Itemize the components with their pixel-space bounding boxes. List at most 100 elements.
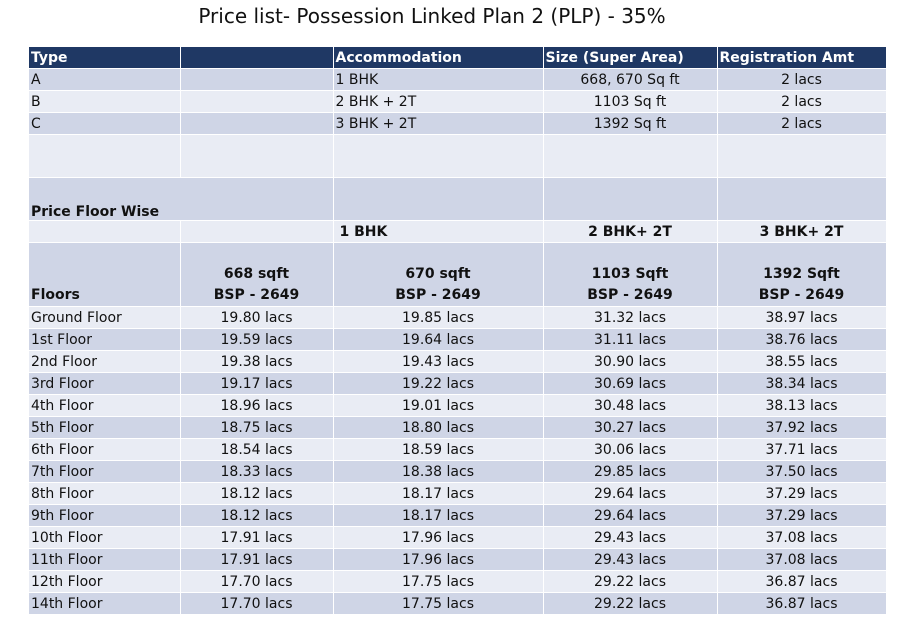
floor-price-row: 12th Floor 17.70 lacs 17.75 lacs 29.22 lacs… bbox=[29, 570, 887, 593]
price-cell: 30.48 lacs bbox=[543, 394, 718, 417]
floor-price-row: 14th Floor 17.70 lacs 17.75 lacs 29.22 lacs… bbox=[29, 592, 887, 614]
type-cell: B bbox=[29, 90, 181, 113]
price-cell: 38.97 lacs bbox=[717, 306, 887, 329]
price-cell: 29.43 lacs bbox=[543, 526, 718, 549]
price-cell: 29.22 lacs bbox=[543, 570, 718, 593]
header-registration: Registration Amt bbox=[717, 47, 887, 69]
column-size: 1103 Sqft bbox=[591, 266, 669, 282]
price-cell: 18.12 lacs bbox=[180, 504, 334, 527]
price-cell: 19.85 lacs bbox=[333, 306, 544, 329]
price-cell: 30.06 lacs bbox=[543, 438, 718, 461]
floor-name-cell: 12th Floor bbox=[29, 570, 181, 593]
floor-rows: Ground Floor 19.80 lacs 19.85 lacs 31.32 la… bbox=[29, 306, 887, 614]
column-bsp: BSP - 2649 bbox=[395, 287, 481, 303]
price-cell: 18.33 lacs bbox=[180, 460, 334, 483]
floor-price-row: 9th Floor 18.12 lacs 18.17 lacs 29.64 lacs 3… bbox=[29, 504, 887, 527]
unit-types-row: 1 BHK 2 BHK+ 2T 3 BHK+ 2T bbox=[29, 220, 887, 243]
blank-cell bbox=[180, 112, 334, 135]
type-row: A 1 BHK 668, 670 Sq ft 2 lacs bbox=[29, 68, 887, 91]
price-cell: 17.75 lacs bbox=[333, 570, 544, 593]
floor-name-cell: 9th Floor bbox=[29, 504, 181, 527]
header-blank bbox=[180, 47, 334, 69]
price-cell: 18.54 lacs bbox=[180, 438, 334, 461]
price-cell: 18.17 lacs bbox=[333, 504, 544, 527]
price-cell: 30.69 lacs bbox=[543, 372, 718, 395]
column-header: 670 sqft BSP - 2649 bbox=[333, 242, 544, 307]
registration-cell: 2 lacs bbox=[717, 90, 887, 113]
price-cell: 31.11 lacs bbox=[543, 328, 718, 351]
floor-name-cell: 11th Floor bbox=[29, 548, 181, 571]
price-cell: 31.32 lacs bbox=[543, 306, 718, 329]
registration-cell: 2 lacs bbox=[717, 68, 887, 91]
price-cell: 18.17 lacs bbox=[333, 482, 544, 505]
spacer-row bbox=[29, 134, 887, 178]
floors-label: Floors bbox=[29, 242, 181, 307]
price-cell: 37.71 lacs bbox=[717, 438, 887, 461]
floor-price-row: 5th Floor 18.75 lacs 18.80 lacs 30.27 lacs 3… bbox=[29, 416, 887, 439]
floor-price-row: 10th Floor 17.91 lacs 17.96 lacs 29.43 lacs… bbox=[29, 526, 887, 549]
price-cell: 29.22 lacs bbox=[543, 592, 718, 614]
price-cell: 18.38 lacs bbox=[333, 460, 544, 483]
price-cell: 29.64 lacs bbox=[543, 504, 718, 527]
column-bsp: BSP - 2649 bbox=[758, 287, 845, 303]
price-cell: 37.08 lacs bbox=[717, 526, 887, 549]
price-cell: 17.96 lacs bbox=[333, 548, 544, 571]
floor-price-row: 6th Floor 18.54 lacs 18.59 lacs 30.06 lacs 3… bbox=[29, 438, 887, 461]
price-cell: 37.29 lacs bbox=[717, 482, 887, 505]
size-bsp-row: Floors 668 sqft BSP - 2649 670 sqft BSP … bbox=[29, 242, 887, 307]
floor-name-cell: 6th Floor bbox=[29, 438, 181, 461]
price-cell: 19.17 lacs bbox=[180, 372, 334, 395]
price-cell: 29.43 lacs bbox=[543, 548, 718, 571]
price-cell: 19.59 lacs bbox=[180, 328, 334, 351]
type-header-row: Type Accommodation Size (Super Area) Reg… bbox=[29, 47, 887, 69]
header-size: Size (Super Area) bbox=[543, 47, 718, 69]
price-cell: 37.08 lacs bbox=[717, 548, 887, 571]
column-bsp: BSP - 2649 bbox=[587, 287, 673, 303]
price-floor-wise-label: Price Floor Wise bbox=[29, 177, 334, 221]
column-header: 1103 Sqft BSP - 2649 bbox=[543, 242, 718, 307]
price-cell: 36.87 lacs bbox=[717, 592, 887, 614]
price-cell: 19.38 lacs bbox=[180, 350, 334, 373]
column-size: 668 sqft bbox=[223, 266, 290, 282]
header-type: Type bbox=[29, 47, 181, 69]
price-cell: 37.29 lacs bbox=[717, 504, 887, 527]
price-cell: 17.91 lacs bbox=[180, 548, 334, 571]
price-cell: 17.70 lacs bbox=[180, 570, 334, 593]
price-cell: 38.76 lacs bbox=[717, 328, 887, 351]
column-size: 1392 Sqft bbox=[763, 266, 840, 282]
size-cell: 1103 Sq ft bbox=[543, 90, 718, 113]
unit-type-2bhk: 2 BHK+ 2T bbox=[543, 220, 718, 243]
unit-type-3bhk: 3 BHK+ 2T bbox=[717, 220, 887, 243]
price-floor-wise-row: Price Floor Wise bbox=[29, 177, 887, 221]
column-header: 668 sqft BSP - 2649 bbox=[180, 242, 334, 307]
type-cell: A bbox=[29, 68, 181, 91]
floor-name-cell: 8th Floor bbox=[29, 482, 181, 505]
floor-price-row: 11th Floor 17.91 lacs 17.96 lacs 29.43 lacs… bbox=[29, 548, 887, 571]
floor-price-row: 8th Floor 18.12 lacs 18.17 lacs 29.64 lacs 3… bbox=[29, 482, 887, 505]
floor-name-cell: Ground Floor bbox=[29, 306, 181, 329]
accommodation-cell: 3 BHK + 2T bbox=[333, 112, 544, 135]
price-cell: 30.90 lacs bbox=[543, 350, 718, 373]
accommodation-cell: 2 BHK + 2T bbox=[333, 90, 544, 113]
floor-name-cell: 10th Floor bbox=[29, 526, 181, 549]
floor-name-cell: 1st Floor bbox=[29, 328, 181, 351]
blank-cell bbox=[180, 90, 334, 113]
floor-price-row: 1st Floor 19.59 lacs 19.64 lacs 31.11 lacs 3… bbox=[29, 328, 887, 351]
price-cell: 37.92 lacs bbox=[717, 416, 887, 439]
accommodation-cell: 1 BHK bbox=[333, 68, 544, 91]
column-size: 670 sqft bbox=[405, 266, 471, 282]
type-row: B 2 BHK + 2T 1103 Sq ft 2 lacs bbox=[29, 90, 887, 113]
price-cell: 29.64 lacs bbox=[543, 482, 718, 505]
type-row: C 3 BHK + 2T 1392 Sq ft 2 lacs bbox=[29, 112, 887, 135]
unit-type-1bhk: 1 BHK bbox=[333, 220, 544, 243]
price-cell: 29.85 lacs bbox=[543, 460, 718, 483]
floor-price-row: 7th Floor 18.33 lacs 18.38 lacs 29.85 lacs 3… bbox=[29, 460, 887, 483]
floor-name-cell: 14th Floor bbox=[29, 592, 181, 614]
size-cell: 668, 670 Sq ft bbox=[543, 68, 718, 91]
column-bsp: BSP - 2649 bbox=[213, 287, 300, 303]
price-cell: 36.87 lacs bbox=[717, 570, 887, 593]
price-cell: 17.91 lacs bbox=[180, 526, 334, 549]
floor-price-row: 3rd Floor 19.17 lacs 19.22 lacs 30.69 lacs 3… bbox=[29, 372, 887, 395]
floor-price-row: 2nd Floor 19.38 lacs 19.43 lacs 30.90 lacs 3… bbox=[29, 350, 887, 373]
